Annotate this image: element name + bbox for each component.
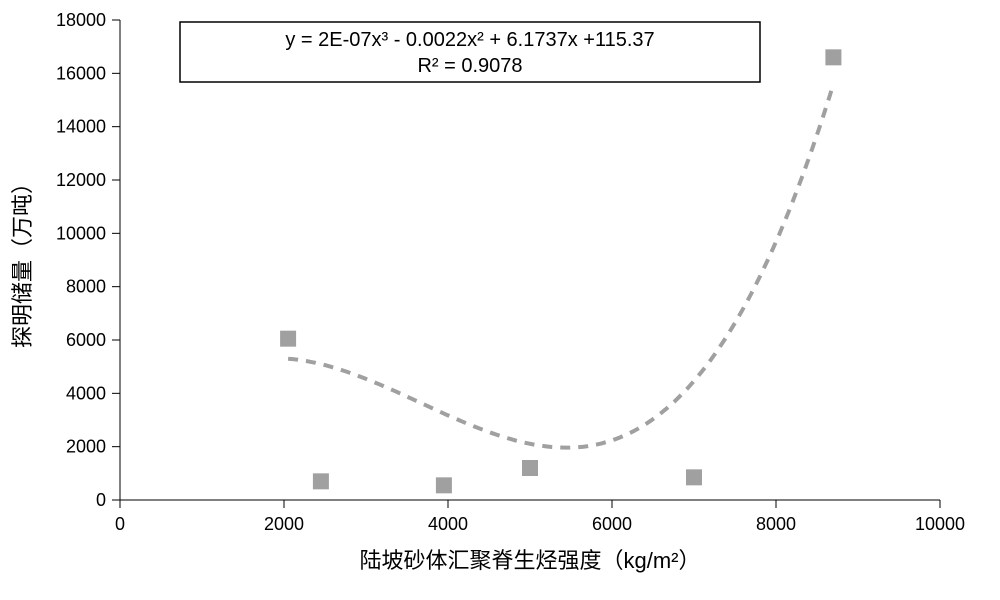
y-axis-label: 探明储量（万吨） — [10, 172, 35, 348]
x-tick-label: 0 — [115, 514, 125, 534]
y-tick-label: 6000 — [66, 330, 106, 350]
x-tick-label: 4000 — [428, 514, 468, 534]
x-tick-label: 10000 — [915, 514, 965, 534]
data-point — [436, 477, 452, 493]
y-tick-label: 2000 — [66, 437, 106, 457]
r-squared-text: R² = 0.9078 — [417, 55, 522, 77]
data-point — [522, 460, 538, 476]
y-tick-label: 10000 — [56, 223, 106, 243]
y-tick-label: 4000 — [66, 383, 106, 403]
x-tick-label: 6000 — [592, 514, 632, 534]
y-tick-label: 0 — [96, 490, 106, 510]
fit-curve — [288, 84, 833, 448]
equation-text: y = 2E-07x³ - 0.0022x² + 6.1737x +115.37 — [285, 29, 654, 51]
y-tick-label: 16000 — [56, 63, 106, 83]
data-point — [686, 469, 702, 485]
chart-container: 0 2000 4000 6000 8000 10000 0 2000 4000 6000 8000 1… — [0, 0, 1000, 600]
x-tick-label: 2000 — [264, 514, 304, 534]
y-tick-label: 12000 — [56, 170, 106, 190]
data-point — [313, 473, 329, 489]
y-tick-label: 14000 — [56, 117, 106, 137]
x-axis-label: 陆坡砂体汇聚脊生烃强度（kg/m²） — [359, 548, 700, 573]
y-tick-label: 18000 — [56, 10, 106, 30]
data-point — [825, 49, 841, 65]
y-tick-label: 8000 — [66, 277, 106, 297]
scatter-chart: 0 2000 4000 6000 8000 10000 0 2000 4000 6000 8000 1… — [0, 0, 1000, 600]
x-tick-label: 8000 — [756, 514, 796, 534]
data-point — [280, 331, 296, 347]
